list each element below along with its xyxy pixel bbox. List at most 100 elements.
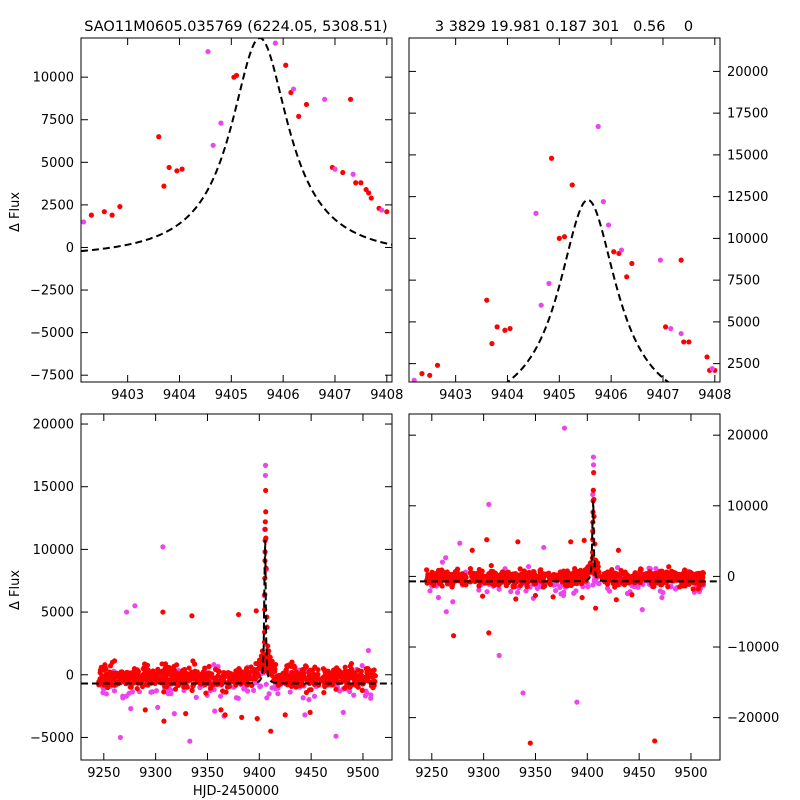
y-tick-label: −7500 xyxy=(30,369,74,384)
red-data-point xyxy=(484,297,490,303)
y-tick-label: −20000 xyxy=(727,711,779,726)
magenta-data-point xyxy=(368,695,374,701)
red-data-point xyxy=(161,183,167,189)
red-data-point xyxy=(522,572,528,578)
red-data-point xyxy=(301,670,307,677)
x-tick-label: 9250 xyxy=(87,766,120,781)
red-spike-point xyxy=(267,654,273,660)
red-data-point xyxy=(343,675,349,681)
red-outlier-point xyxy=(480,593,486,599)
red-outlier-point xyxy=(222,712,228,718)
magenta-data-point xyxy=(306,697,312,703)
red-data-point xyxy=(339,672,345,678)
red-data-point xyxy=(384,209,390,215)
magenta-data-point xyxy=(218,120,224,126)
magenta-data-point xyxy=(553,581,560,587)
magenta-outlier-point xyxy=(496,652,502,659)
magenta-outlier-point xyxy=(160,544,166,550)
red-data-point xyxy=(488,562,494,569)
red-data-point xyxy=(532,572,538,578)
magenta-data-point xyxy=(514,589,521,596)
red-outlier-point xyxy=(629,592,635,598)
red-data-point xyxy=(619,569,625,575)
red-data-point xyxy=(696,570,703,576)
red-data-point xyxy=(419,371,425,377)
red-data-point xyxy=(557,569,563,575)
x-tick-label: 9405 xyxy=(215,388,248,403)
magenta-data-point xyxy=(411,377,417,382)
magenta-data-point xyxy=(359,662,365,669)
red-data-point xyxy=(611,249,617,255)
red-data-point xyxy=(569,182,575,188)
red-data-point xyxy=(123,672,129,678)
red-data-point xyxy=(181,669,187,675)
red-data-point xyxy=(155,666,161,672)
red-data-point xyxy=(212,666,219,672)
red-outlier-point xyxy=(268,728,274,734)
red-outlier-point xyxy=(486,630,492,636)
magenta-data-point xyxy=(631,584,638,590)
red-data-point xyxy=(197,681,204,687)
y-axis-label-top: Δ Flux xyxy=(8,192,23,232)
red-data-point xyxy=(434,362,441,368)
y-tick-label: 7500 xyxy=(41,113,74,128)
y-tick-label: 7500 xyxy=(727,274,760,289)
red-data-point xyxy=(454,570,460,576)
red-data-point xyxy=(311,676,317,682)
panel-bottom-right: 9250 9300 9350 9400 9450 9500 −20000 −10000 0 100… xyxy=(408,413,779,781)
red-data-point xyxy=(153,672,160,678)
red-data-point xyxy=(135,668,142,675)
x-tick-label: 9350 xyxy=(191,766,224,781)
red-data-point xyxy=(187,677,193,683)
magenta-outlier-point xyxy=(155,704,161,710)
magenta-data-point xyxy=(168,690,174,696)
x-axis-label-bottom: HJD-2450000 xyxy=(193,784,279,799)
red-data-point xyxy=(286,662,292,668)
red-data-point xyxy=(638,575,644,581)
red-data-point xyxy=(196,673,203,679)
magenta-data-point xyxy=(272,40,278,46)
magenta-outlier-point xyxy=(561,425,568,431)
plot-area xyxy=(81,462,392,744)
red-data-point xyxy=(459,577,465,583)
model-curve xyxy=(409,500,720,583)
red-data-point xyxy=(186,665,192,671)
red-data-point xyxy=(450,581,456,587)
red-data-point xyxy=(360,675,366,682)
red-data-point xyxy=(370,685,376,691)
red-data-point xyxy=(647,568,653,575)
red-data-point xyxy=(306,674,312,680)
red-spike-point xyxy=(591,470,597,476)
plot-area xyxy=(411,123,718,382)
magenta-outlier-point xyxy=(132,603,138,609)
magenta-data-point xyxy=(439,559,446,565)
magenta-data-point xyxy=(600,199,606,205)
magenta-data-point xyxy=(606,588,613,594)
magenta-outlier-point xyxy=(117,734,123,741)
red-data-point xyxy=(563,582,569,589)
red-data-point xyxy=(166,164,172,171)
red-data-point xyxy=(174,168,180,174)
red-data-point xyxy=(561,234,568,240)
y-tick-label: 17500 xyxy=(727,107,768,122)
magenta-data-point xyxy=(496,586,502,592)
red-data-point xyxy=(134,685,140,692)
red-data-point xyxy=(272,668,278,675)
red-outlier-point xyxy=(513,596,519,602)
red-data-point xyxy=(347,663,353,669)
red-spike-point xyxy=(257,660,263,667)
red-data-point xyxy=(540,584,547,590)
red-data-point xyxy=(546,570,552,576)
x-tick-label: 9500 xyxy=(346,766,379,781)
model-curve xyxy=(81,539,392,685)
y-tick-label: 10000 xyxy=(33,71,74,86)
red-data-point xyxy=(179,166,185,172)
red-data-point xyxy=(135,676,141,682)
red-data-point xyxy=(273,661,279,668)
red-data-point xyxy=(637,568,643,574)
magenta-data-point xyxy=(263,681,269,687)
magenta-spike-point xyxy=(262,462,269,468)
magenta-data-point xyxy=(558,591,564,597)
red-data-point xyxy=(489,340,495,347)
